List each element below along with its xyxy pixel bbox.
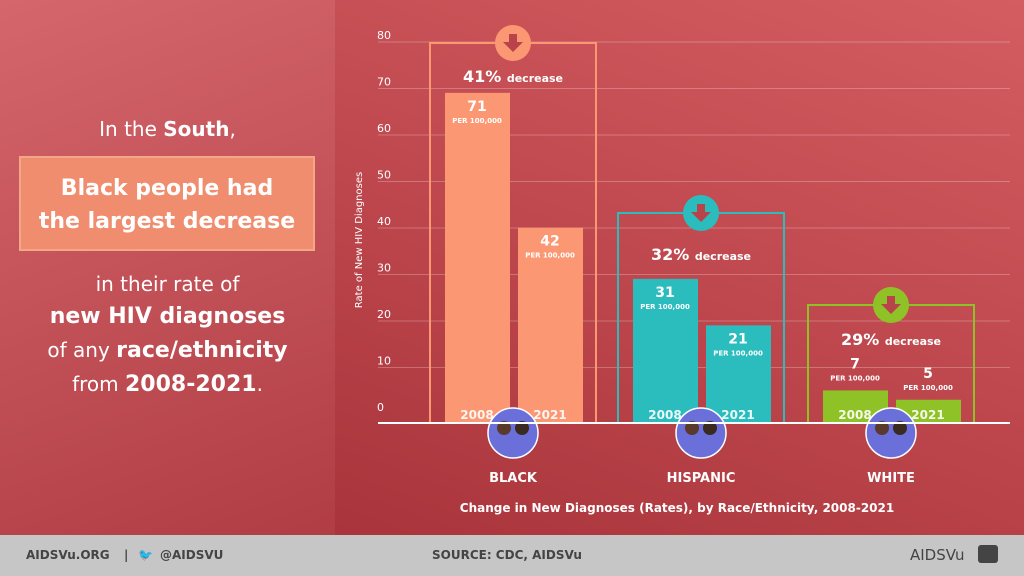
bar-unit-label: PER 100,000 bbox=[525, 252, 575, 260]
text: , bbox=[229, 117, 236, 141]
text: of any bbox=[47, 338, 117, 362]
bar-unit-label: PER 100,000 bbox=[713, 349, 763, 357]
y-tick-label: 20 bbox=[377, 308, 391, 321]
bar-unit-label: PER 100,000 bbox=[640, 303, 690, 311]
people-avatar-icon bbox=[865, 407, 917, 459]
down-arrow-icon bbox=[503, 34, 523, 52]
headline-line5: of any race/ethnicity bbox=[0, 338, 335, 363]
text: . bbox=[256, 372, 263, 396]
people-avatar-icon bbox=[487, 407, 539, 459]
people-avatar-icon bbox=[675, 407, 727, 459]
down-arrow-icon bbox=[881, 296, 901, 314]
headline-line6: from 2008-2021. bbox=[0, 372, 335, 397]
y-tick-label: 50 bbox=[377, 169, 391, 182]
footer: AIDSVu.ORG | 🐦 @AIDSVU SOURCE: CDC, AIDS… bbox=[0, 535, 1024, 576]
text: race/ethnicity bbox=[116, 338, 288, 363]
bar-value-label: 7 bbox=[850, 356, 860, 372]
person-head bbox=[893, 421, 907, 435]
bar-year-label: 2021 bbox=[911, 408, 944, 422]
bar-unit-label: PER 100,000 bbox=[452, 117, 502, 125]
category-label: BLACK bbox=[489, 471, 538, 486]
highlight-line2: the largest decrease bbox=[38, 209, 296, 234]
headline-line3: in their rate of bbox=[95, 272, 240, 296]
highlight-line1: Black people had bbox=[60, 176, 274, 201]
y-axis-label: Rate of New HIV Diagnoses bbox=[354, 172, 365, 308]
text: In the bbox=[99, 117, 164, 141]
person-head bbox=[685, 421, 699, 435]
bar-year-label: 2021 bbox=[721, 408, 754, 422]
bar-unit-label: PER 100,000 bbox=[830, 374, 880, 382]
bar-value-label: 71 bbox=[467, 99, 486, 115]
person-head bbox=[703, 421, 717, 435]
change-label: 32% decrease bbox=[651, 245, 751, 264]
person-head bbox=[515, 421, 529, 435]
site-link[interactable]: AIDSVu.ORG bbox=[26, 548, 110, 562]
twitter-icon: 🐦 bbox=[138, 548, 153, 562]
y-tick-label: 10 bbox=[377, 355, 391, 368]
bar-value-label: 42 bbox=[540, 234, 559, 250]
bar-value-label: 5 bbox=[923, 366, 933, 382]
bar bbox=[896, 399, 961, 423]
y-tick-label: 60 bbox=[377, 122, 391, 135]
category-label: HISPANIC bbox=[667, 471, 736, 486]
bar bbox=[633, 278, 698, 423]
bar bbox=[706, 325, 771, 423]
aidsvu-logo: AIDSVu bbox=[910, 546, 965, 564]
bar-year-label: 2008 bbox=[648, 408, 681, 422]
category-label: WHITE bbox=[867, 471, 915, 486]
twitter-handle[interactable]: @AIDSVU bbox=[160, 548, 224, 562]
bar bbox=[518, 227, 583, 423]
change-label: 41% decrease bbox=[463, 67, 563, 86]
bar-year-label: 2021 bbox=[533, 408, 566, 422]
text: South bbox=[163, 117, 230, 141]
down-arrow-icon bbox=[691, 204, 711, 222]
y-tick-label: 80 bbox=[377, 29, 391, 42]
bar-value-label: 21 bbox=[728, 331, 747, 347]
source-text: SOURCE: CDC, AIDSVu bbox=[432, 548, 582, 562]
bar-year-label: 2008 bbox=[838, 408, 871, 422]
change-label: 29% decrease bbox=[841, 330, 941, 349]
chart-panel: 0 10 20 30 40 50 60 70 80 Rate of New HIV Diagnos… bbox=[335, 0, 1024, 535]
y-tick-label: 0 bbox=[377, 401, 384, 414]
headline-panel: In the South, Black people had the larges… bbox=[0, 0, 335, 535]
us-map-icon bbox=[978, 545, 998, 563]
separator: | bbox=[124, 548, 129, 562]
headline-line1: In the South, bbox=[0, 117, 335, 141]
bar-year-label: 2008 bbox=[460, 408, 493, 422]
bar bbox=[445, 92, 510, 423]
bar-chart: 0 10 20 30 40 50 60 70 80 Rate of New HIV Diagnos… bbox=[354, 25, 1010, 515]
bar-unit-label: PER 100,000 bbox=[903, 384, 953, 392]
bar-value-label: 31 bbox=[655, 285, 674, 301]
person-head bbox=[497, 421, 511, 435]
y-tick-label: 30 bbox=[377, 262, 391, 275]
text: from bbox=[72, 372, 125, 396]
headline-highlight: Black people had the largest decrease bbox=[19, 156, 315, 251]
y-tick-label: 70 bbox=[377, 76, 391, 89]
chart-title: Change in New Diagnoses (Rates), by Race… bbox=[460, 501, 894, 515]
headline-line4: new HIV diagnoses bbox=[49, 304, 286, 329]
y-tick-label: 40 bbox=[377, 215, 391, 228]
text: 2008-2021 bbox=[124, 372, 257, 397]
person-head bbox=[875, 421, 889, 435]
